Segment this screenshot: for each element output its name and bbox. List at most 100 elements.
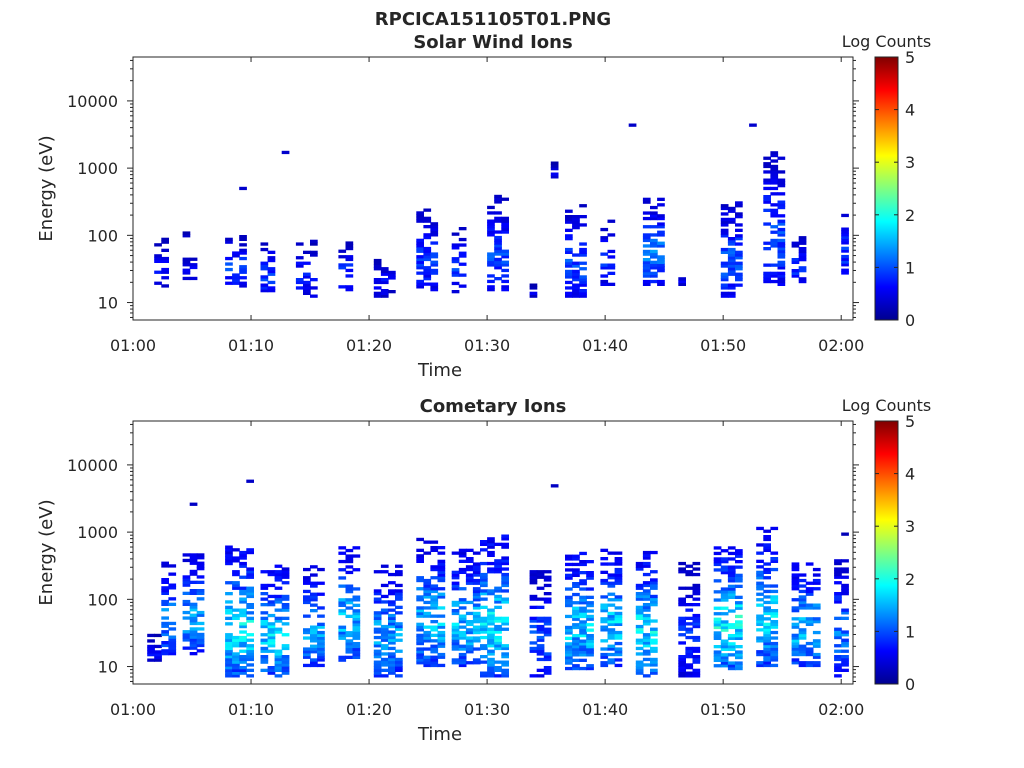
heatmap-cell [494, 564, 502, 568]
heatmap-cell [841, 246, 849, 250]
heatmap-cell [232, 657, 240, 662]
heatmap-cell [543, 575, 552, 579]
heatmap-cell [189, 627, 198, 631]
heatmap-cell [685, 594, 694, 599]
heatmap-cell [791, 641, 800, 646]
heatmap-cell [834, 668, 842, 672]
heatmap-cell [756, 573, 764, 577]
y-tick-label: 10000 [67, 92, 118, 111]
heatmap-cell [834, 649, 842, 653]
heatmap-cell [735, 614, 743, 619]
heatmap-cell [161, 649, 169, 653]
heatmap-cell [763, 661, 771, 665]
heatmap-cell [260, 597, 269, 601]
heatmap-cell [720, 655, 729, 660]
heatmap-cell [543, 578, 552, 582]
heatmap-cell [614, 559, 623, 563]
heatmap-cell [487, 611, 495, 615]
heatmap-cell [756, 592, 764, 596]
heatmap-cell [812, 603, 821, 607]
heatmap-cell [423, 282, 432, 286]
heatmap-cell [465, 641, 474, 646]
heatmap-cell [756, 526, 764, 531]
heatmap-cell [628, 123, 637, 127]
heatmap-cell [246, 592, 254, 596]
heatmap-cell [430, 241, 439, 245]
heatmap-cell [416, 647, 424, 651]
heatmap-cell [565, 645, 573, 649]
heatmap-cell [147, 650, 155, 654]
heatmap-cell [246, 616, 254, 620]
heatmap-cell [550, 172, 559, 176]
heatmap-cell [572, 264, 580, 268]
heatmap-cell [373, 635, 382, 640]
heatmap-cell [465, 661, 474, 665]
heatmap-cell [812, 617, 821, 621]
heatmap-cell [395, 597, 403, 601]
heatmap-cell [395, 570, 403, 574]
heatmap-cell [642, 581, 651, 585]
heatmap-cell [338, 249, 347, 253]
heatmap-cell [586, 666, 594, 671]
heatmap-cell [465, 611, 474, 616]
heatmap-cell [338, 631, 347, 635]
heatmap-cell [635, 641, 644, 645]
heatmap-cell [465, 620, 474, 624]
heatmap-cell [472, 636, 481, 640]
heatmap-cell [161, 578, 169, 582]
heatmap-cell [487, 668, 495, 672]
heatmap-cell [430, 589, 439, 594]
heatmap-cell [480, 616, 488, 620]
heatmap-cell [225, 622, 233, 626]
heatmap-cell [600, 647, 609, 651]
heatmap-cell [798, 630, 807, 635]
heatmap-cell [791, 562, 800, 566]
heatmap-cell [579, 275, 587, 279]
heatmap-cell [678, 624, 686, 629]
heatmap-cell [281, 150, 290, 155]
heatmap-cell [267, 671, 276, 675]
heatmap-cell [607, 661, 616, 665]
heatmap-cell [536, 630, 545, 634]
heatmap-cell [501, 567, 509, 571]
heatmap-cell [487, 627, 495, 631]
heatmap-cell [586, 653, 594, 657]
heatmap-cell [225, 556, 233, 560]
heatmap-cell [650, 241, 658, 245]
heatmap-cell [763, 636, 771, 640]
heatmap-cell [791, 581, 800, 585]
heatmap-cell [423, 257, 432, 262]
heatmap-cell [168, 583, 177, 587]
heatmap-cell [572, 658, 580, 662]
heatmap-cell [232, 638, 240, 642]
heatmap-cell [501, 660, 509, 664]
heatmap-cell [225, 635, 233, 640]
heatmap-cell [678, 567, 686, 571]
heatmap-cell [756, 587, 764, 591]
heatmap-cell [692, 586, 701, 590]
heatmap-cell [472, 661, 481, 665]
heatmap-cell [720, 549, 729, 553]
heatmap-cell [642, 663, 651, 667]
heatmap-cell [260, 586, 269, 590]
heatmap-cell [423, 655, 432, 659]
heatmap-cell [720, 628, 729, 632]
heatmap-cell [380, 674, 389, 678]
heatmap-cell [416, 655, 424, 659]
heatmap-cell [565, 286, 573, 290]
heatmap-cell [600, 609, 609, 613]
heatmap-cell [487, 657, 495, 662]
heatmap-cell [246, 633, 254, 637]
heatmap-cell [168, 643, 177, 648]
heatmap-cell [572, 554, 580, 558]
heatmap-cell [607, 652, 616, 657]
heatmap-cell [239, 671, 247, 675]
heatmap-cell [487, 545, 495, 549]
heatmap-cell [494, 627, 502, 631]
heatmap-cell [713, 620, 722, 624]
heatmap-cell [777, 266, 786, 270]
heatmap-cell [777, 263, 786, 267]
heatmap-cell [487, 542, 495, 546]
heatmap-cell [501, 263, 509, 267]
